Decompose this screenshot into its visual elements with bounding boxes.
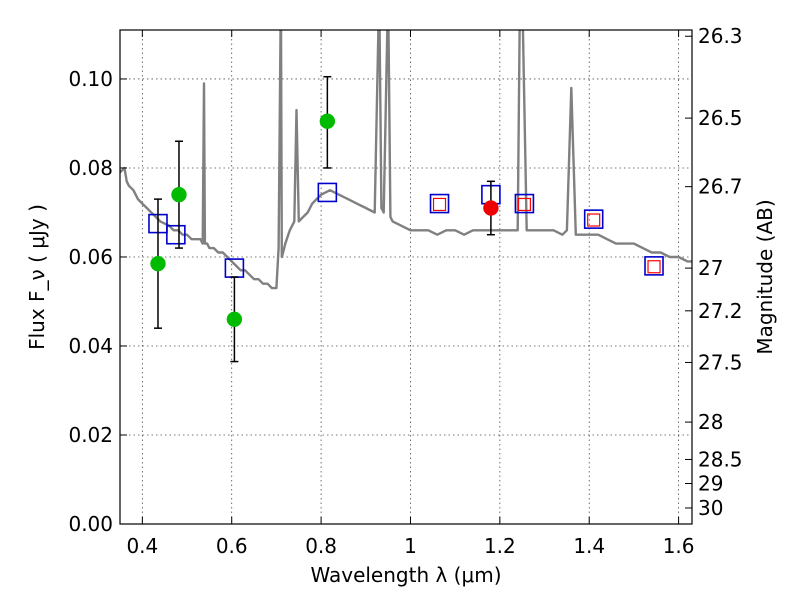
axis-ticks: 0.4 0.6 0.8 1 1.2 1.4 1.6 0.00 0.02 0.04 0.06 0.08 0…: [68, 24, 742, 558]
y2-tick-label: 30: [698, 496, 723, 520]
y2-tick-label: 28.5: [698, 447, 743, 471]
photometry-square: [514, 193, 535, 214]
grid-lines: [120, 30, 692, 525]
y-tick-label: 0.04: [68, 334, 113, 358]
x-tick-label: 1.2: [484, 534, 516, 558]
y2-tick-label: 27.2: [698, 299, 743, 323]
x-tick-label: 1.6: [663, 534, 695, 558]
limit-square: [432, 197, 447, 212]
y-tick-label: 0.08: [68, 156, 113, 180]
y-tick-label: 0.06: [68, 245, 113, 269]
plot-area: [120, 30, 692, 363]
y2-tick-label: 29: [698, 472, 723, 496]
x-tick-label: 1.4: [573, 534, 605, 558]
detection-point: [150, 255, 166, 272]
y-axis-label: Flux F_ν ( μJy ): [25, 204, 49, 350]
y-tick-label: 0.10: [68, 67, 113, 91]
detection-point: [171, 186, 187, 203]
y2-axis-label: Magnitude (AB): [753, 199, 777, 354]
photometry-square: [317, 182, 338, 203]
detection-point: [226, 311, 243, 328]
y2-tick-label: 27.5: [698, 350, 743, 374]
photometry-square: [429, 193, 450, 214]
y-tick-label: 0.02: [68, 423, 113, 447]
photometry-square: [166, 224, 186, 245]
x-tick-label: 0.4: [126, 534, 158, 558]
detection-point: [483, 200, 499, 216]
photometry-square: [224, 258, 245, 278]
spectrum-line: [120, 30, 692, 290]
y2-tick-label: 26.7: [698, 175, 743, 199]
x-tick-label: 0.6: [216, 534, 248, 558]
y2-tick-label: 26.3: [698, 24, 743, 48]
x-axis-label: Wavelength λ (μm): [310, 563, 501, 587]
photometry-square: [583, 209, 604, 229]
plot-frame: [119, 29, 693, 525]
limit-square: [587, 213, 601, 227]
detection-point: [319, 113, 336, 129]
y-tick-label: 0.00: [68, 512, 113, 536]
x-tick-label: 1: [404, 534, 417, 558]
y2-tick-label: 28: [698, 410, 723, 434]
limit-square: [517, 197, 532, 212]
photometry-square: [644, 256, 664, 276]
x-tick-label: 0.8: [305, 534, 337, 558]
y2-tick-label: 26.5: [698, 106, 743, 130]
limit-square: [647, 260, 661, 274]
y2-tick-label: 27: [698, 256, 723, 280]
